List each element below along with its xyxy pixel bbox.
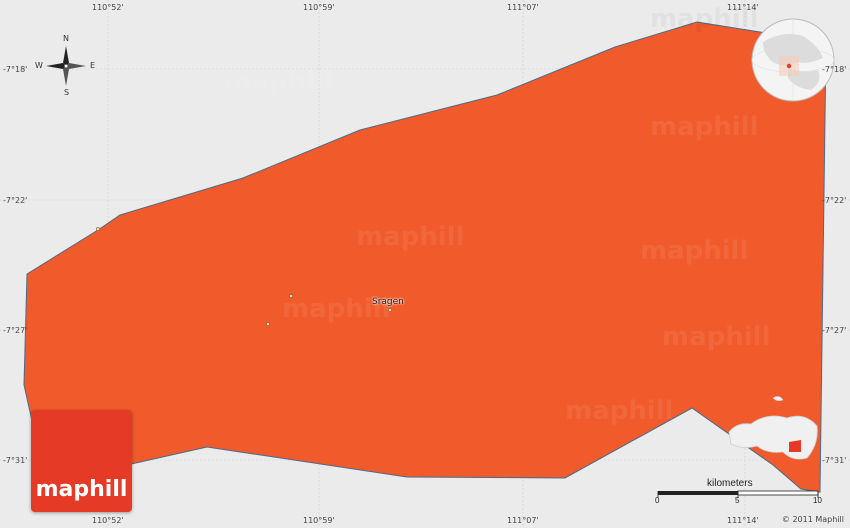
latitude-label: -7°22' bbox=[822, 196, 847, 205]
watermark: maphill bbox=[650, 4, 759, 34]
compass-south: S bbox=[64, 88, 70, 97]
scale-bar: kilometers 0 5 10 bbox=[655, 478, 825, 508]
maphill-logo[interactable]: maphill bbox=[31, 410, 132, 512]
watermark: maphill bbox=[224, 66, 333, 96]
watermark: maphill bbox=[356, 222, 465, 252]
settlement-markers bbox=[96, 227, 392, 326]
latitude-label: -7°31' bbox=[3, 456, 28, 465]
longitude-label: 111°07' bbox=[507, 516, 539, 525]
scale-title: kilometers bbox=[707, 478, 753, 489]
settlement-dot bbox=[266, 322, 270, 326]
region-polygon bbox=[23, 21, 827, 493]
longitude-label: 111°14' bbox=[727, 516, 759, 525]
longitude-label: 110°59' bbox=[303, 516, 335, 525]
sragen-dot bbox=[388, 308, 392, 312]
latitude-label: -7°27' bbox=[822, 326, 847, 335]
compass-east: E bbox=[90, 61, 96, 70]
compass-rose-icon bbox=[46, 46, 86, 86]
latitude-label: -7°22' bbox=[3, 196, 28, 205]
scale-bar-graphic bbox=[657, 490, 819, 498]
scale-tick-0: 0 bbox=[655, 496, 660, 505]
longitude-label: 111°14' bbox=[727, 3, 759, 12]
place-label-sragen: Sragen bbox=[372, 297, 404, 307]
watermark: maphill bbox=[282, 294, 391, 324]
compass-west: W bbox=[35, 61, 43, 70]
latitude-label: -7°18' bbox=[3, 65, 28, 74]
maphill-logo-text: maphill bbox=[35, 477, 128, 502]
latitude-label: -7°31' bbox=[822, 456, 847, 465]
longitude-label: 110°52' bbox=[92, 516, 124, 525]
watermark: maphill bbox=[640, 236, 749, 266]
watermark: maphill bbox=[650, 112, 759, 142]
scale-tick-10: 10 bbox=[813, 496, 822, 505]
watermark: maphill bbox=[662, 322, 771, 352]
globe-locator-icon bbox=[751, 18, 835, 102]
province-inset-icon bbox=[728, 396, 818, 460]
latitude-label: -7°18' bbox=[822, 65, 847, 74]
settlement-dot bbox=[96, 227, 100, 231]
settlement-dot bbox=[289, 294, 293, 298]
compass-north: N bbox=[63, 34, 69, 43]
watermark: maphill bbox=[565, 396, 674, 426]
longitude-label: 110°59' bbox=[303, 3, 335, 12]
longitude-label: 110°52' bbox=[92, 3, 124, 12]
scale-tick-5: 5 bbox=[735, 496, 740, 505]
longitude-label: 111°07' bbox=[507, 3, 539, 12]
copyright-notice: © 2011 Maphill bbox=[781, 515, 844, 524]
latitude-label: -7°27' bbox=[3, 326, 28, 335]
